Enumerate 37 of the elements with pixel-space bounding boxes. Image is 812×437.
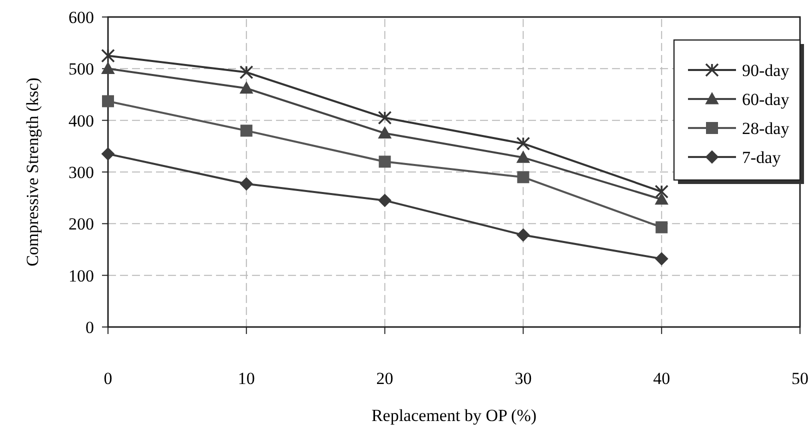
legend-label: 28-day (742, 118, 790, 138)
point (240, 124, 252, 137)
point (378, 110, 392, 125)
point (102, 95, 114, 108)
point (378, 156, 391, 168)
point (102, 62, 114, 74)
legend-label: 7-day (742, 148, 782, 167)
point (102, 147, 114, 160)
point (516, 136, 530, 150)
point (240, 82, 253, 94)
y-tick-label: 0 (86, 318, 94, 337)
x-tick-label: 20 (376, 369, 394, 388)
x-tick-label: 40 (653, 369, 670, 388)
point (655, 252, 668, 266)
x-tick-label: 0 (104, 369, 112, 388)
legend-label: 90-day (742, 60, 790, 80)
point (655, 192, 668, 205)
point (517, 171, 530, 184)
y-tick-label: 200 (68, 214, 94, 234)
point (240, 177, 253, 190)
x-axis-title: Replacement by OP (%) (371, 406, 537, 425)
y-tick-label: 100 (68, 266, 94, 286)
y-axis-title: Compressive Strength (ksc) (23, 78, 42, 266)
x-tick-label: 50 (792, 369, 808, 388)
y-tick-label: 600 (68, 8, 94, 27)
point (378, 194, 392, 207)
point (516, 228, 530, 242)
y-tick-label: 300 (68, 162, 94, 182)
point (516, 151, 530, 163)
x-tick-label: 10 (238, 369, 255, 388)
point (656, 221, 668, 234)
y-tick-label: 500 (68, 60, 94, 79)
legend-label: 60-day (742, 90, 790, 109)
point (240, 65, 254, 80)
point (378, 126, 392, 139)
y-tick-label: 400 (68, 111, 94, 130)
x-tick-label: 30 (514, 369, 532, 388)
